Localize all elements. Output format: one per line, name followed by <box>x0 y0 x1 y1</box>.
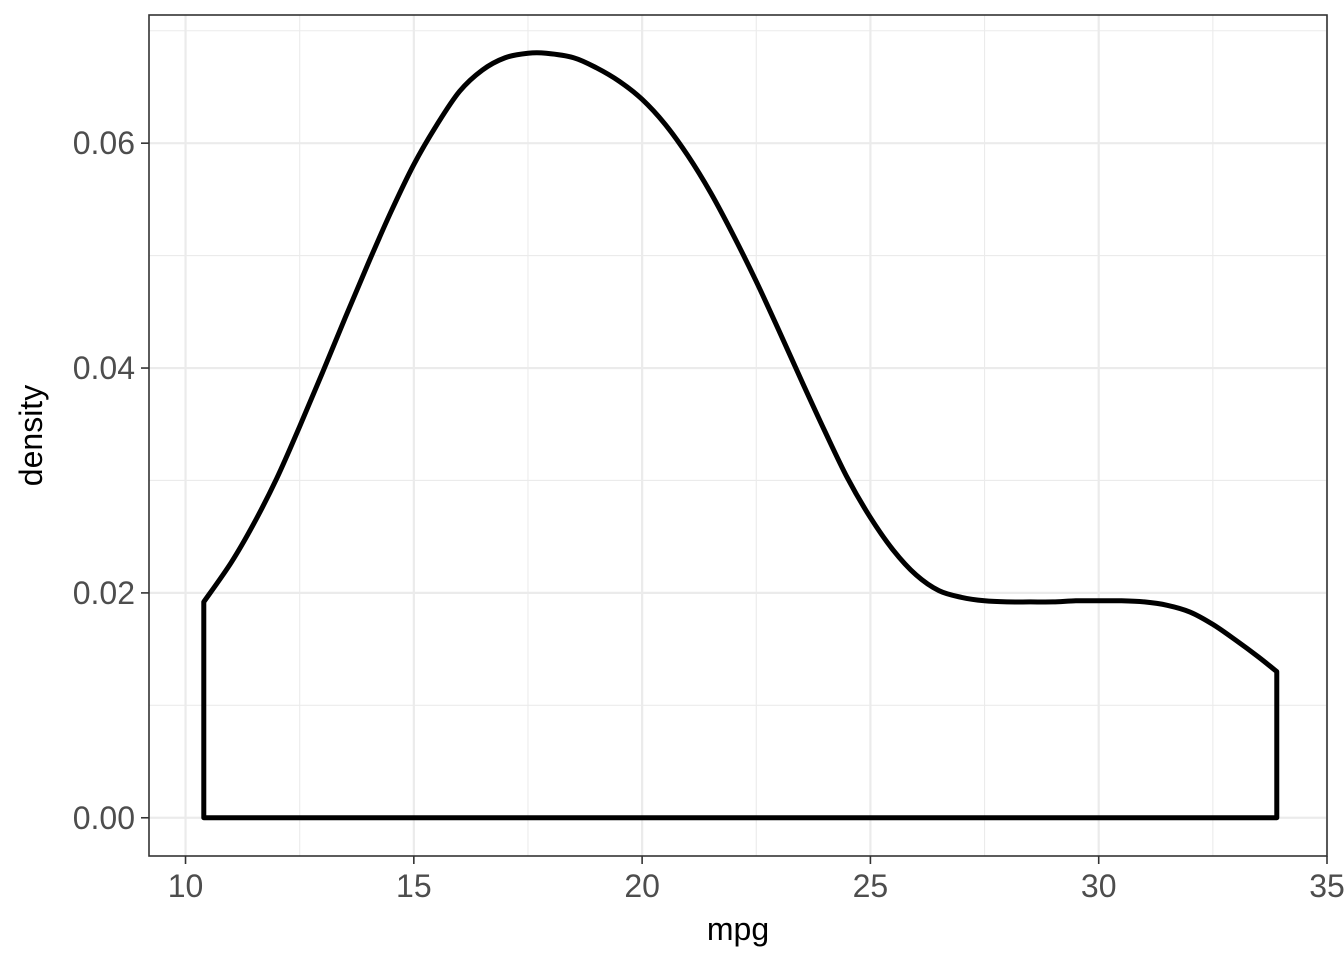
x-tick-label: 10 <box>168 868 204 904</box>
panel-border <box>148 14 1328 857</box>
x-axis-ticks: 10 15 20 25 30 35 <box>168 856 1344 904</box>
y-axis-ticks: 0.00 0.02 0.04 0.06 <box>73 125 149 836</box>
x-tick-label: 25 <box>853 868 889 904</box>
x-axis-title: mpg <box>707 911 769 947</box>
density-curve <box>201 50 1280 821</box>
x-tick-label: 15 <box>396 868 432 904</box>
x-tick-label: 20 <box>624 868 660 904</box>
y-tick-label: 0.02 <box>73 575 135 611</box>
y-tick-label: 0.04 <box>73 350 135 386</box>
y-tick-label: 0.06 <box>73 125 135 161</box>
x-tick-label: 35 <box>1309 868 1344 904</box>
y-axis-title: density <box>13 385 49 486</box>
x-tick-label: 30 <box>1081 868 1117 904</box>
y-tick-label: 0.00 <box>73 800 135 836</box>
minor-gridlines <box>149 15 1327 856</box>
